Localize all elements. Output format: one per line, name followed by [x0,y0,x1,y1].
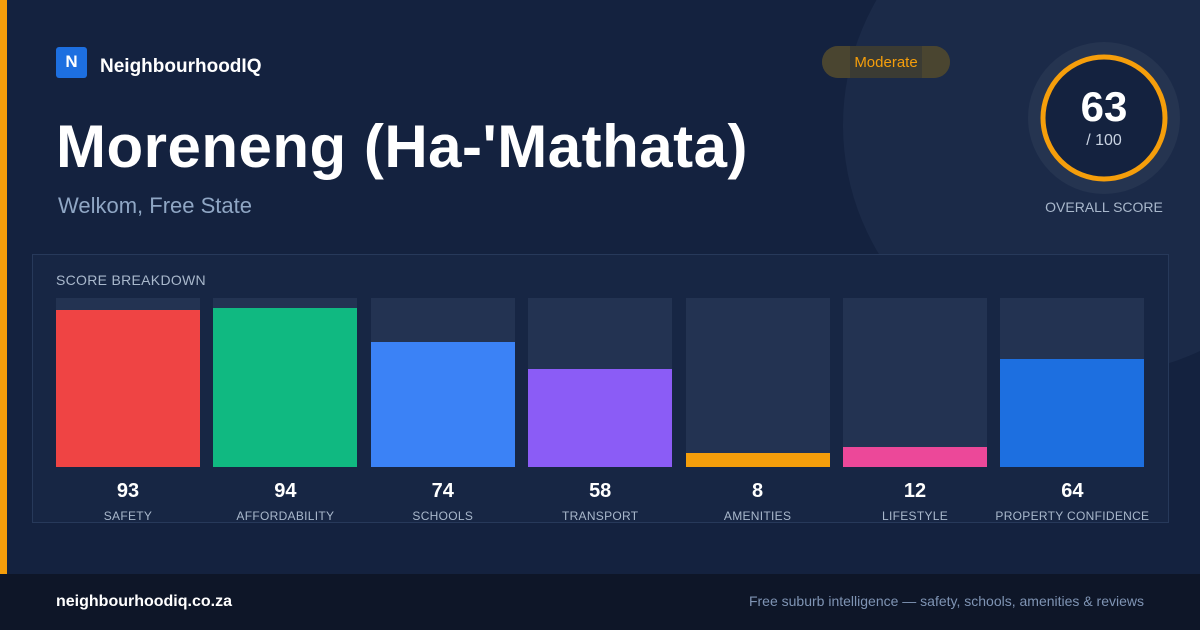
bar-value-safety: 93 [116,480,140,502]
overall-score-ring: 63 / 100 [1028,42,1180,194]
score-ring-graphic [1028,42,1180,194]
bar-value-schools: 74 [431,480,454,502]
bar-track-property-confidence [1000,298,1145,467]
bar-track-safety [56,298,200,467]
bar-value-property-confidence: 64 [1061,480,1084,502]
bar-value-affordability: 94 [274,480,297,502]
score-breakdown-panel: SCORE BREAKDOWN 93 SAFETY 94 AFFORDABILITY 7… [32,254,1169,523]
bar-value-amenities: 8 [752,480,764,502]
footer-domain[interactable]: neighbourhoodiq.co.za [56,593,232,610]
brand-logo-icon: N [56,46,87,78]
score-ring-progress [1040,54,1168,182]
footer-tagline: Free suburb intelligence — safety, schoo… [748,593,1144,609]
overall-score-value: 63 [1080,83,1128,130]
bar-track-lifestyle [843,298,987,467]
bar-value-lifestyle: 12 [903,480,927,502]
bar-fill-safety [56,309,200,467]
brand-name: NeighbourhoodIQ [100,56,262,77]
bar-label-lifestyle: LIFESTYLE [881,509,949,523]
bar-track-schools [370,298,515,467]
bar-label-schools: SCHOOLS [412,509,474,523]
bar-label-property-confidence: PROPERTY CONFIDENCE [995,509,1150,523]
bar-label-safety: SAFETY [103,509,153,523]
bar-fill-affordability [213,308,358,467]
brand: N NeighbourhoodIQ [56,46,261,78]
rating-badge: Moderate [822,46,950,78]
suburb-location: Welkom, Free State [58,193,252,218]
bar-label-amenities: AMENITIES [723,509,792,523]
suburb-title: Moreneng (Ha-'Mathata) [56,113,748,180]
bar-fill-property-confidence [1000,358,1145,467]
score-breakdown-title: SCORE BREAKDOWN [56,272,206,288]
bar-value-transport: 58 [589,480,612,502]
overall-score-max: / 100 [1086,132,1122,149]
bar-fill-transport [528,368,673,467]
footer: neighbourhoodiq.co.za Free suburb intell… [0,574,1200,630]
bar-label-affordability: AFFORDABILITY [236,509,335,523]
rating-badge-label: Moderate [854,53,918,71]
bar-fill-amenities [685,453,830,467]
bar-track-transport [528,298,673,467]
overall-score-label: OVERALL SCORE [1045,199,1163,215]
bar-fill-lifestyle [843,446,987,467]
bar-track-amenities [685,298,830,467]
accent-bar [0,0,7,574]
bar-fill-schools [370,341,515,467]
bar-track-affordability [213,298,358,467]
bar-label-transport: TRANSPORT [561,509,639,523]
